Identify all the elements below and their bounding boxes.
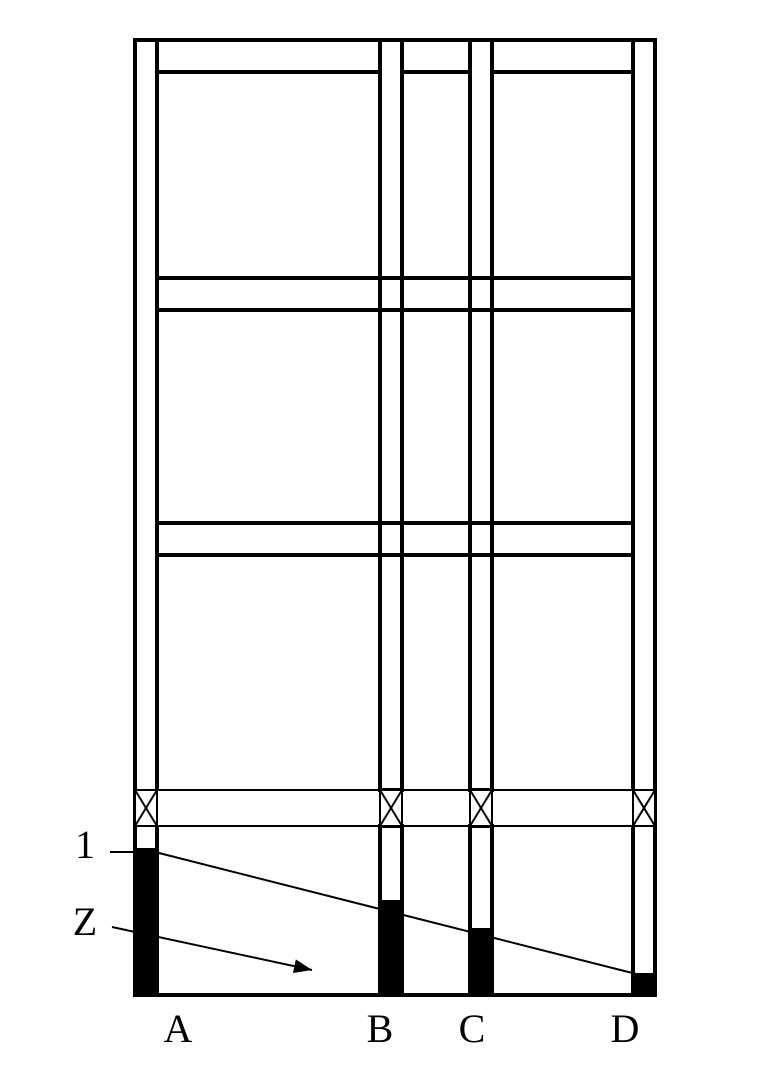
- column-C-seg: [470, 555, 492, 790]
- column-B-seg: [380, 40, 402, 278]
- callout-1-label: 1: [75, 822, 95, 867]
- column-C-base-fill: [470, 930, 492, 995]
- axis-label-B: B: [367, 1006, 394, 1051]
- column-B-base-fill: [380, 902, 402, 995]
- column-B-seg: [380, 310, 402, 523]
- beam-BC: [402, 40, 470, 72]
- beam-AB: [157, 278, 380, 310]
- beam-CD: [492, 523, 633, 555]
- column-C-seg: [470, 310, 492, 523]
- beam-CD: [492, 40, 633, 72]
- column-C-seg: [470, 40, 492, 278]
- beam-BC: [402, 278, 470, 310]
- axis-label-A: A: [164, 1006, 193, 1051]
- axis-label-C: C: [459, 1006, 486, 1051]
- callout-z-label: Z: [73, 899, 97, 944]
- beam-AB: [157, 40, 380, 72]
- axis-label-D: D: [611, 1006, 640, 1051]
- column-B-seg: [380, 555, 402, 790]
- column-A-base-fill: [135, 850, 157, 995]
- column-D-base-fill: [633, 975, 655, 995]
- beam-AB: [157, 523, 380, 555]
- beam-BC: [402, 523, 470, 555]
- beam-CD: [492, 278, 633, 310]
